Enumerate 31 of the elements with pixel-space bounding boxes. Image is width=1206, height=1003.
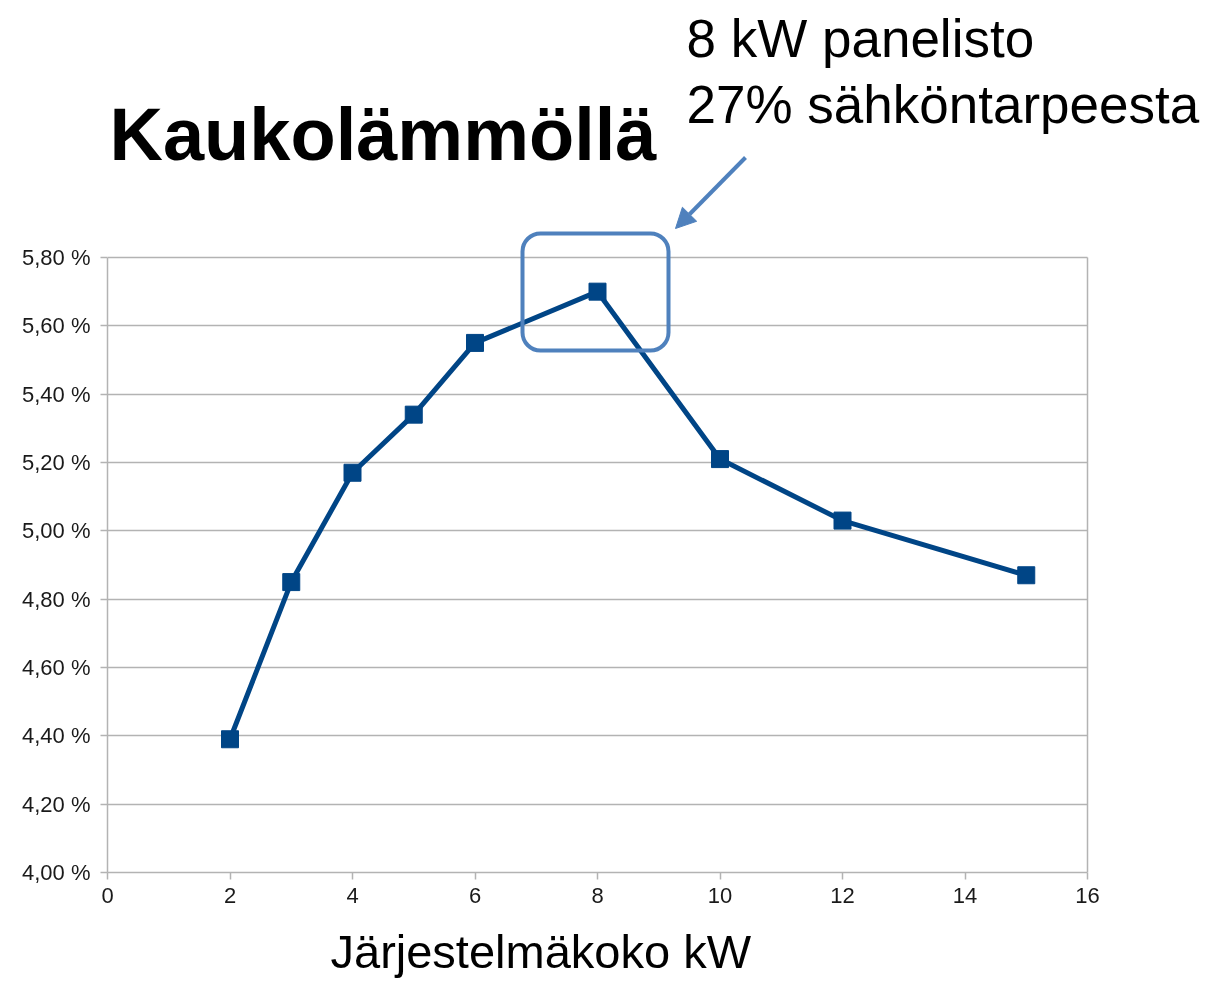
- y-tick-label: 5,40 %: [22, 381, 91, 407]
- x-tick-label: 10: [707, 882, 733, 908]
- y-tick-label: 5,20 %: [22, 450, 91, 475]
- text: 8 kW panelisto 27% sähköntarpeesta: [686, 8, 1200, 134]
- point: [1017, 566, 1036, 585]
- y-tick-label: 4,60 %: [22, 655, 91, 680]
- y-tick-label: 4,40 %: [22, 723, 91, 749]
- chart-title: Kaukolämmöllä: [109, 92, 658, 176]
- x-tick-label: 16: [1075, 882, 1100, 908]
- point: [588, 282, 607, 301]
- x-tick-label: 0: [101, 882, 114, 908]
- x-axis-title: Järjestelmäkoko kW: [330, 924, 752, 978]
- point: [404, 405, 423, 424]
- y-tick-label: 4,00 %: [22, 860, 91, 885]
- x-tick-label: 14: [952, 882, 978, 908]
- x-tick-label: 4: [346, 882, 359, 908]
- x-tick-label: 2: [223, 882, 237, 908]
- x-tick-label: 6: [468, 882, 482, 908]
- y-tick-label: 5,00 %: [22, 518, 91, 544]
- point: [833, 511, 852, 530]
- point: [711, 450, 729, 469]
- point: [282, 573, 301, 592]
- x-tick-label: 12: [830, 882, 855, 908]
- x-tick-label: 8: [591, 882, 604, 908]
- y-tick-label: 4,80 %: [22, 586, 91, 612]
- y-tick-label: 5,60 %: [22, 313, 91, 339]
- point: [343, 463, 362, 482]
- y-tick-label: 4,20 %: [22, 791, 91, 817]
- point: [466, 333, 484, 352]
- y-tick-label: 5,80 %: [22, 245, 91, 270]
- point: [221, 730, 239, 749]
